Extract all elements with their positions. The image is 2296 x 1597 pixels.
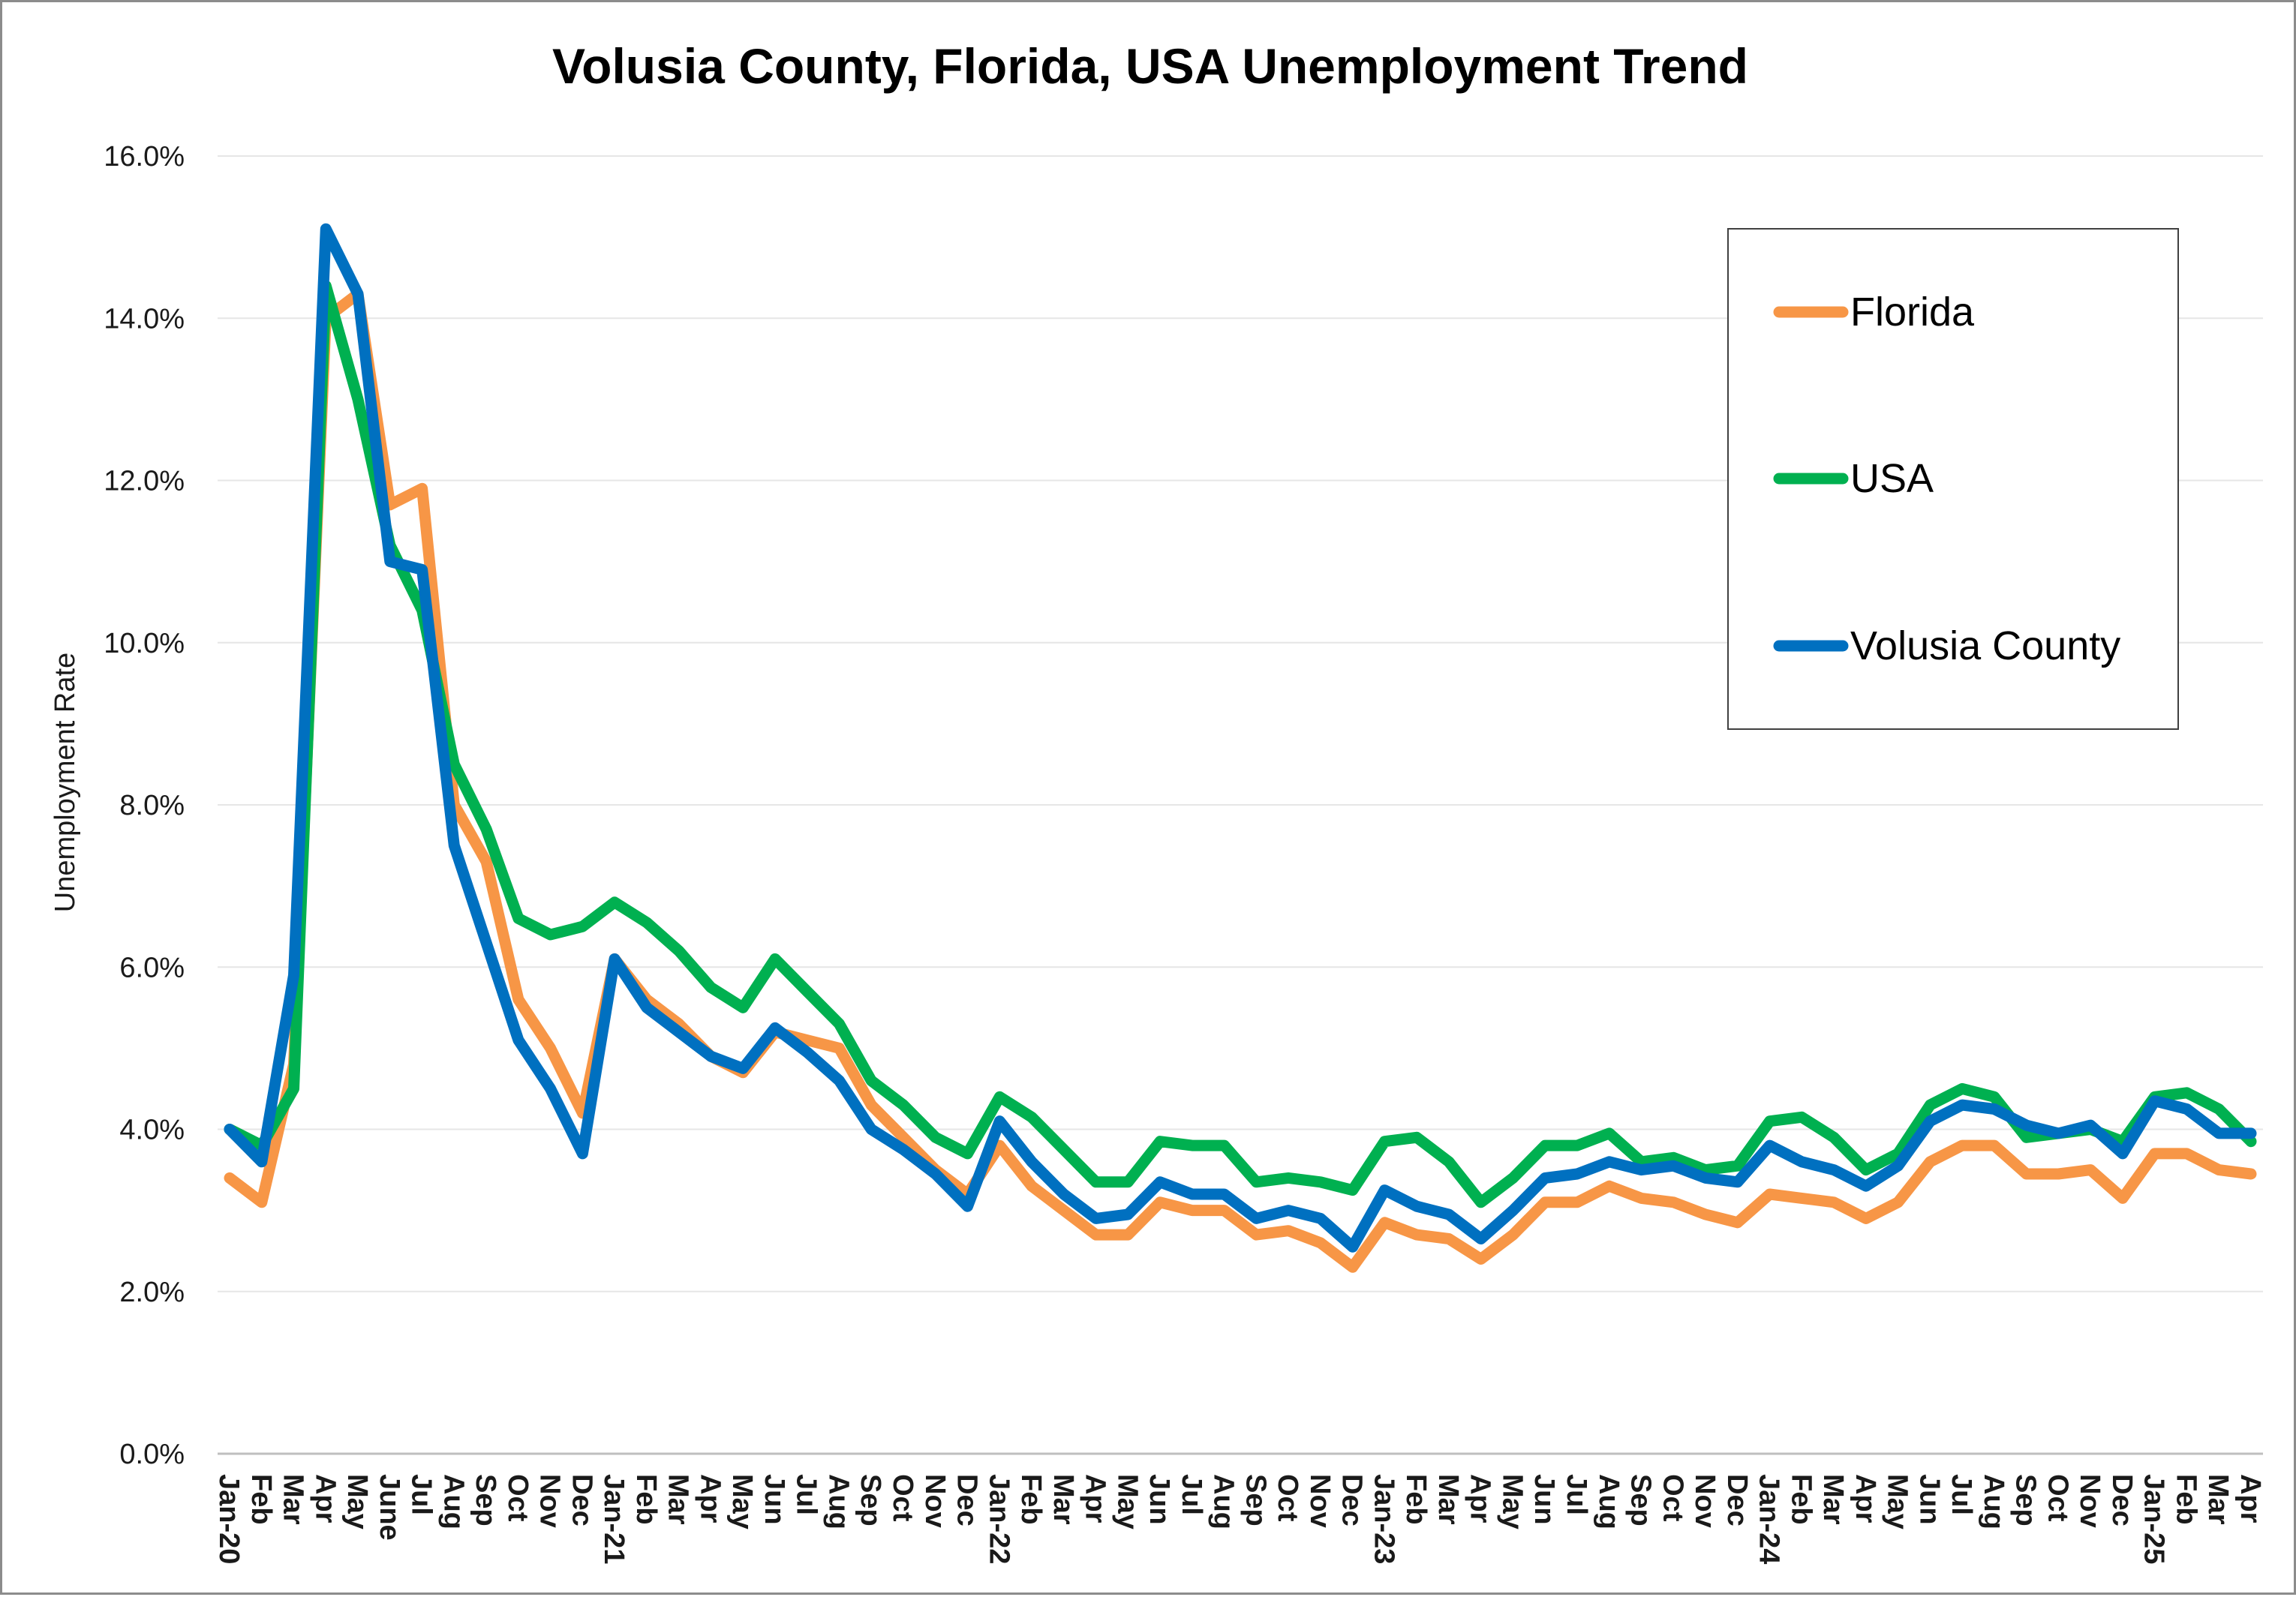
x-tick-label: Apr (309, 1474, 341, 1523)
x-tick-label: May (341, 1474, 373, 1529)
x-tick-label: Feb (1400, 1474, 1432, 1525)
x-tick-label: May (1882, 1474, 1913, 1529)
x-tick-label: Jan-25 (2138, 1474, 2170, 1564)
x-tick-label: Apr (694, 1474, 726, 1523)
x-tick-label: May (1496, 1474, 1528, 1529)
x-tick-label: Mar (1817, 1474, 1849, 1525)
x-tick-label: Apr (1850, 1474, 1881, 1523)
x-tick-label: May (726, 1474, 758, 1529)
legend-label-usa: USA (1850, 456, 1934, 501)
series-line-florida (224, 288, 2257, 1273)
x-tick-label: Jul (406, 1474, 437, 1515)
gridlines (218, 155, 2263, 1292)
x-tick-label: Aug (1978, 1474, 2009, 1529)
x-tick-label: Nov (1304, 1474, 1336, 1528)
x-tick-label: Sep (855, 1474, 886, 1526)
x-tick-label: Aug (437, 1474, 469, 1529)
x-tick-label: Dec (1721, 1474, 1753, 1526)
series-lines (224, 223, 2257, 1273)
x-tick-label: Sep (470, 1474, 501, 1526)
x-tick-label: Jun (1143, 1474, 1175, 1525)
x-tick-label: Oct (887, 1474, 918, 1522)
x-tick-label: Jan-20 (213, 1474, 245, 1564)
x-tick-label: Jul (1561, 1474, 1592, 1515)
x-tick-label: May (1111, 1474, 1143, 1529)
y-tick-label: 2.0% (119, 1277, 185, 1308)
y-axis-ticks: 0.0% 2.0% 4.0% 6.0% 8.0% 10.0% 12.0% 14.0% 16.0% (104, 141, 185, 1470)
x-tick-label: Feb (1015, 1474, 1047, 1525)
x-tick-label: Jun (759, 1474, 790, 1525)
legend: Florida USA Volusia County (1727, 228, 2179, 730)
x-tick-label: Dec (1336, 1474, 1368, 1526)
y-tick-label: 0.0% (119, 1439, 185, 1470)
x-tick-label: Nov (1689, 1474, 1720, 1528)
x-tick-label: Feb (630, 1474, 662, 1525)
x-tick-label: Feb (245, 1474, 277, 1525)
y-tick-label: 10.0% (104, 628, 185, 659)
x-tick-label: Mar (278, 1474, 309, 1525)
x-tick-label: Oct (1272, 1474, 1303, 1522)
x-tick-label: Jul (791, 1474, 822, 1515)
x-tick-label: Nov (2074, 1474, 2105, 1528)
x-tick-label: Mar (1047, 1474, 1079, 1525)
x-tick-label: Aug (1208, 1474, 1240, 1529)
y-tick-label: 4.0% (119, 1115, 185, 1146)
series-line-usa (224, 280, 2257, 1208)
x-tick-label: Apr (1080, 1474, 1111, 1523)
y-tick-label: 14.0% (104, 303, 185, 335)
x-tick-label: Oct (1657, 1474, 1688, 1522)
x-tick-label: Apr (1465, 1474, 1496, 1523)
y-tick-label: 12.0% (104, 466, 185, 497)
x-tick-label: Jun (1913, 1474, 1945, 1525)
x-tick-label: Feb (2170, 1474, 2201, 1525)
x-tick-label: Aug (822, 1474, 854, 1529)
x-tick-label: Sep (2010, 1474, 2042, 1526)
x-tick-label: Nov (534, 1474, 566, 1528)
x-tick-label: Dec (951, 1474, 983, 1526)
x-tick-label: Oct (2042, 1474, 2073, 1522)
x-axis-ticks: Jan-20 Feb Mar Apr May June Jul Aug Sep Oct Nov Dec… (213, 1474, 2266, 1564)
x-tick-label: Dec (2106, 1474, 2138, 1526)
legend-label-volusia-county: Volusia County (1850, 623, 2120, 668)
x-tick-label: Oct (502, 1474, 533, 1522)
x-tick-label: Sep (1625, 1474, 1657, 1526)
x-tick-label: Mar (1432, 1474, 1464, 1525)
x-tick-label: Aug (1593, 1474, 1624, 1529)
x-tick-label: Mar (2202, 1474, 2234, 1525)
x-tick-label: Jul (1176, 1474, 1207, 1515)
x-tick-label: Jan-22 (983, 1474, 1014, 1564)
y-tick-label: 16.0% (104, 141, 185, 173)
x-tick-label: Feb (1785, 1474, 1817, 1525)
x-tick-label: Jul (1946, 1474, 1977, 1515)
x-tick-label: Sep (1240, 1474, 1271, 1526)
x-tick-label: Jan-23 (1368, 1474, 1399, 1564)
y-tick-label: 8.0% (119, 790, 185, 821)
series-line-volusia-county (224, 223, 2257, 1253)
x-tick-label: Mar (663, 1474, 694, 1525)
legend-label-florida: Florida (1850, 290, 1975, 335)
y-axis-label: Unemployment Rate (50, 653, 81, 912)
chart-title: Volusia County, Florida, USA Unemploymen… (552, 38, 1748, 94)
x-tick-label: Jun (1528, 1474, 1560, 1525)
x-tick-label: Jan-24 (1754, 1474, 1785, 1564)
x-tick-label: Dec (566, 1474, 597, 1526)
x-tick-label: Nov (919, 1474, 951, 1528)
x-tick-label: Apr (2234, 1474, 2266, 1523)
x-tick-label: June (374, 1474, 405, 1541)
y-tick-label: 6.0% (119, 952, 185, 983)
x-tick-label: Jan-21 (598, 1474, 630, 1564)
